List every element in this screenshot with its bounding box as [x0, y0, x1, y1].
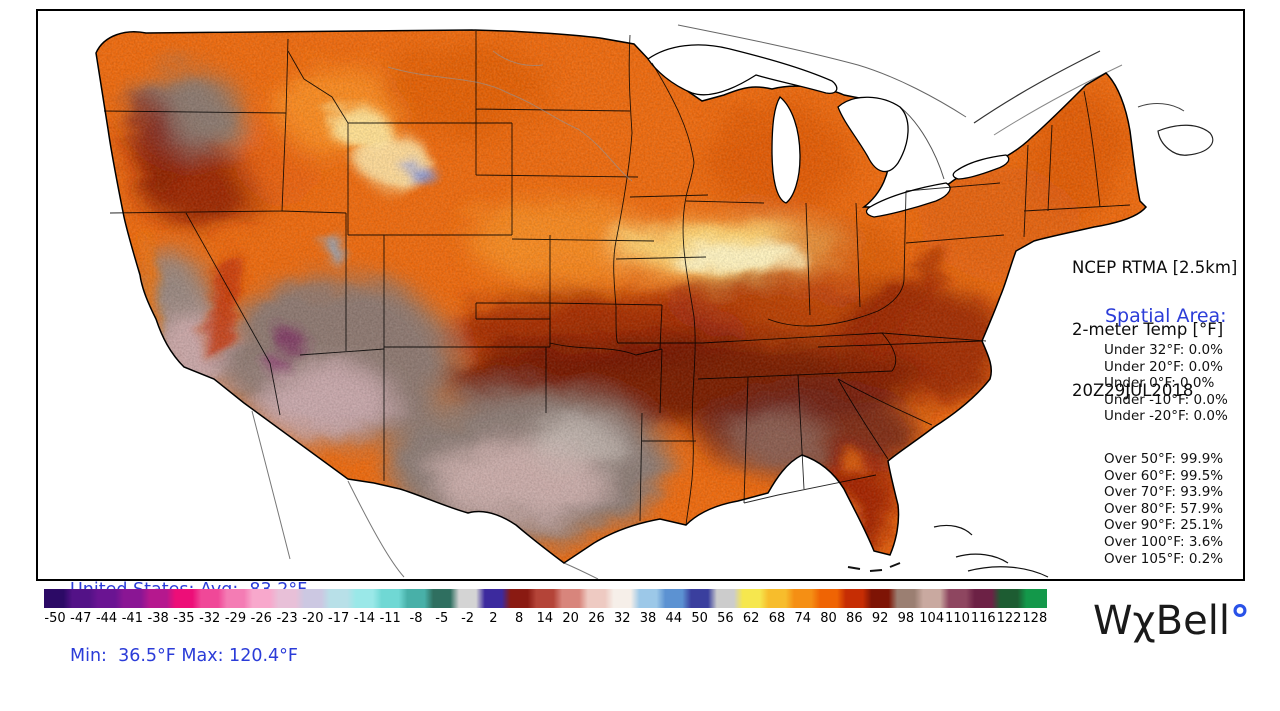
- colorbar-tick: -2: [461, 611, 475, 626]
- state-borders: [103, 31, 1131, 526]
- colorbar-tick: 62: [742, 611, 760, 626]
- stat-line: Over 70°F: 93.9%: [1104, 484, 1224, 501]
- colorbar-tick: -20: [302, 611, 324, 626]
- colorbar-tick: -35: [173, 611, 195, 626]
- colorbar-tick: 44: [665, 611, 683, 626]
- colorbar-tick: 86: [846, 611, 863, 626]
- colorbar-tick: -32: [199, 611, 221, 626]
- stat-line: Over 90°F: 25.1%: [1104, 517, 1224, 534]
- colorbar-tick: -5: [435, 611, 449, 626]
- us-summary-minmax: Min: 36.5°F Max: 120.4°F: [70, 646, 298, 666]
- temperature-colorbar: [44, 589, 1047, 608]
- colorbar-tick: -11: [379, 611, 401, 626]
- colorbar-tick: -8: [409, 611, 423, 626]
- map-title-line1: NCEP RTMA [2.5km]: [1072, 258, 1238, 277]
- colorbar-tick: 8: [514, 611, 524, 626]
- map-frame: NCEP RTMA [2.5km] 2-meter Temp [°F] 20Z2…: [36, 9, 1245, 666]
- map-title-block: NCEP RTMA [2.5km] 2-meter Temp [°F] 20Z2…: [1072, 217, 1237, 443]
- us-temperature-map: [95, 24, 1214, 579]
- stat-line: Under 20°F: 0.0%: [1104, 358, 1223, 375]
- stat-line: Under 0°F: 0.0%: [1104, 375, 1215, 392]
- colorbar-tick: 32: [613, 611, 631, 626]
- colorbar-tick: 74: [794, 611, 812, 626]
- colorbar-tick: 116: [970, 611, 996, 626]
- stat-line: Over 50°F: 99.9%: [1104, 451, 1224, 467]
- over-threshold-stats: Over 50°F: 99.9% Over 60°F: 99.5% Over 70°…: [1104, 451, 1223, 567]
- wxbell-logo: WχBell°: [1093, 598, 1250, 644]
- colorbar-tick: 128: [1022, 611, 1048, 626]
- stat-line: Under 32°F: 0.0%: [1104, 342, 1223, 358]
- colorbar-tick: 110: [945, 611, 970, 626]
- stat-line: Under -20°F: 0.0%: [1104, 408, 1228, 425]
- colorbar-tick: 98: [897, 611, 915, 626]
- stat-line: Over 105°F: 0.2%: [1104, 550, 1224, 567]
- under-threshold-stats: Under 32°F: 0.0% Under 20°F: 0.0% Under 0°…: [1104, 342, 1228, 425]
- map-title-line2: 2-meter Temp [°F]: [1072, 319, 1224, 339]
- colorbar-tick: 50: [691, 611, 708, 626]
- colorbar-tick: 122: [996, 611, 1022, 626]
- colorbar-tick: -17: [328, 611, 350, 626]
- colorbar-tick: 38: [639, 611, 657, 626]
- spatial-area-title: Spatial Area:: [1105, 305, 1227, 327]
- colorbar-tick: 20: [562, 611, 579, 626]
- colorbar-tick: 26: [588, 611, 605, 626]
- colorbar-tick: -26: [250, 611, 272, 626]
- colorbar-tick: -29: [224, 611, 247, 626]
- stat-line: Over 60°F: 99.5%: [1104, 467, 1224, 484]
- colorbar-tick: -14: [353, 611, 376, 626]
- colorbar-tick: -47: [70, 611, 92, 626]
- stat-line: Over 100°F: 3.6%: [1104, 533, 1224, 550]
- colorbar-tick: -50: [44, 611, 66, 626]
- colorbar-tick: -23: [276, 611, 298, 626]
- colorbar-tick: 2: [489, 611, 498, 626]
- great-lakes: [647, 44, 1010, 218]
- stat-line: Over 80°F: 57.9%: [1104, 500, 1224, 517]
- colorbar-tick: -41: [121, 611, 143, 626]
- colorbar-tick: -38: [147, 611, 169, 626]
- colorbar-tick: 68: [768, 611, 786, 626]
- colorbar-tick-labels: -50 -47 -44 -41 -38 -35 -32 -29 -26 -23 -20 -17 -14-…: [0, 611, 1280, 631]
- colorbar-tick: 14: [536, 611, 554, 626]
- stat-line: Under -10°F: 0.0%: [1104, 391, 1228, 408]
- colorbar-tick: -44: [95, 611, 118, 626]
- river-lines: [387, 50, 633, 182]
- wxbell-logo-text: WχBell: [1093, 598, 1230, 644]
- wxbell-logo-degree: °: [1229, 598, 1250, 644]
- colorbar-tick: 56: [717, 611, 734, 626]
- colorbar-tick: 104: [919, 611, 945, 626]
- map-title-line3: 20Z29JUL2018: [1072, 381, 1194, 400]
- colorbar-tick: 80: [820, 611, 837, 626]
- colorbar-tick: 92: [871, 611, 889, 626]
- neighbor-country-outlines: [251, 24, 1214, 579]
